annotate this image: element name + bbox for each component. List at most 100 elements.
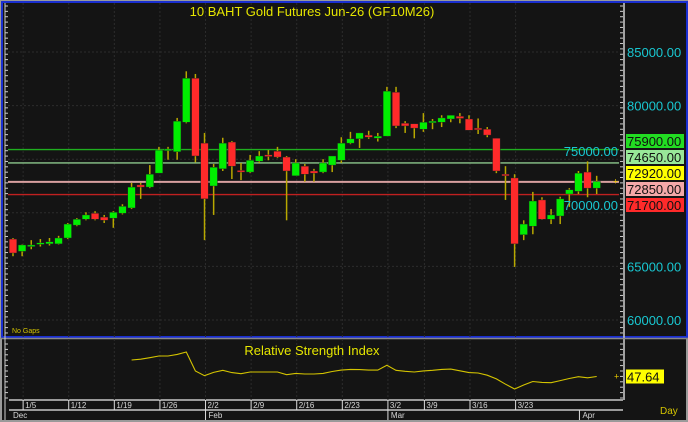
price-tick-label: 60000.00: [627, 313, 681, 328]
candle-down: [100, 216, 109, 221]
candle-up: [36, 242, 45, 245]
last-price-marker-icon: +: [613, 176, 618, 186]
candle-up: [528, 200, 537, 227]
date-tick-label: 2/2: [208, 401, 220, 410]
candle-down: [227, 141, 236, 167]
candle-down: [309, 170, 318, 174]
date-tick-label: 3/9: [426, 401, 438, 410]
candle-down: [8, 238, 17, 254]
candle-down: [273, 150, 282, 158]
candle-up: [246, 160, 255, 173]
date-tick-label: 1/12: [71, 401, 87, 410]
chart-title: 10 BAHT Gold Futures Jun-26 (GF10M26): [190, 4, 435, 19]
candle-up: [72, 219, 81, 226]
candle-down: [401, 123, 410, 127]
candle-up: [173, 120, 182, 152]
date-tick-label: 1/19: [116, 401, 132, 410]
candle-up: [145, 174, 154, 188]
candle-up: [63, 223, 72, 239]
candle-up: [373, 135, 382, 139]
candle-up: [337, 142, 346, 161]
candle-up: [382, 90, 391, 137]
candle-up: [355, 132, 364, 140]
candle-down: [200, 142, 209, 200]
candle-down: [264, 154, 273, 157]
price-level-badge: [626, 150, 684, 164]
candle-up: [592, 181, 601, 189]
candle-down: [483, 128, 492, 136]
price-level-label: 75900.00: [627, 134, 681, 149]
no-gaps-label: No Gaps: [12, 328, 40, 335]
date-tick-label: 3/16: [472, 401, 488, 410]
candle-up: [154, 149, 163, 174]
main-panel-border: [1, 1, 688, 338]
candle-up: [109, 212, 118, 219]
rsi-title: Relative Strength Index: [244, 343, 380, 358]
candle-up: [182, 78, 191, 123]
candle-down: [91, 213, 100, 220]
price-level-badge: [626, 198, 684, 212]
candle-up: [27, 244, 36, 247]
candle-up: [428, 120, 437, 123]
month-tick-label: Dec: [13, 411, 27, 420]
candle-up: [574, 172, 583, 192]
candle-down: [282, 156, 291, 172]
price-tick-label: 85000.00: [627, 45, 681, 60]
candle-down: [191, 78, 200, 157]
candle-up: [437, 117, 446, 123]
price-level-badge: [626, 182, 684, 196]
price-level-label: 71700.00: [627, 198, 681, 213]
rsi-line: [131, 351, 597, 390]
candle-down: [455, 116, 464, 119]
candle-up: [255, 155, 264, 162]
candle-down: [410, 123, 419, 129]
month-tick-label: Mar: [391, 411, 405, 420]
candle-down: [501, 174, 510, 177]
candle-down: [537, 199, 546, 220]
candle-down: [465, 118, 474, 131]
month-tick-label: Apr: [582, 411, 595, 420]
candle-up: [547, 214, 556, 220]
price-level-label: 72850.00: [627, 182, 681, 197]
candle-down: [474, 127, 483, 130]
candle-up: [328, 155, 337, 166]
rsi-value-badge: [626, 369, 664, 384]
rsi-marker-icon: +: [614, 372, 619, 382]
candle-down: [583, 171, 592, 189]
date-tick-label: 2/23: [344, 401, 360, 410]
candle-up: [319, 162, 328, 173]
candle-down: [364, 134, 373, 138]
candle-down: [492, 138, 501, 172]
price-tick-label: 70000.00: [564, 198, 618, 213]
date-tick-label: 3/23: [518, 401, 534, 410]
candle-up: [54, 237, 63, 245]
candle-up: [346, 138, 355, 144]
candle-up: [18, 244, 27, 252]
price-level-badge: [626, 134, 684, 148]
period-label[interactable]: Day: [660, 406, 678, 417]
candle-up: [218, 142, 227, 170]
candle-up: [209, 167, 218, 187]
candle-up: [556, 198, 565, 217]
date-tick-label: 3/2: [390, 401, 402, 410]
date-tick-label: 1/5: [25, 401, 37, 410]
rsi-value-label: 47.64: [627, 370, 660, 385]
candle-down: [392, 91, 401, 127]
price-tick-label: 65000.00: [627, 259, 681, 274]
date-tick-label: 2/16: [299, 401, 315, 410]
candle-up: [164, 148, 173, 151]
candle-up: [291, 162, 300, 177]
date-tick-label: 1/26: [162, 401, 178, 410]
candle-up: [45, 241, 54, 245]
candle-down: [300, 165, 309, 175]
candle-down: [136, 184, 145, 188]
candle-down: [510, 177, 519, 245]
candle-up: [81, 214, 90, 220]
month-tick-label: Feb: [209, 411, 223, 420]
candle-down: [236, 170, 245, 173]
candle-up: [565, 189, 574, 195]
candle-up: [118, 206, 127, 214]
price-level-label: 74650.00: [627, 150, 681, 165]
